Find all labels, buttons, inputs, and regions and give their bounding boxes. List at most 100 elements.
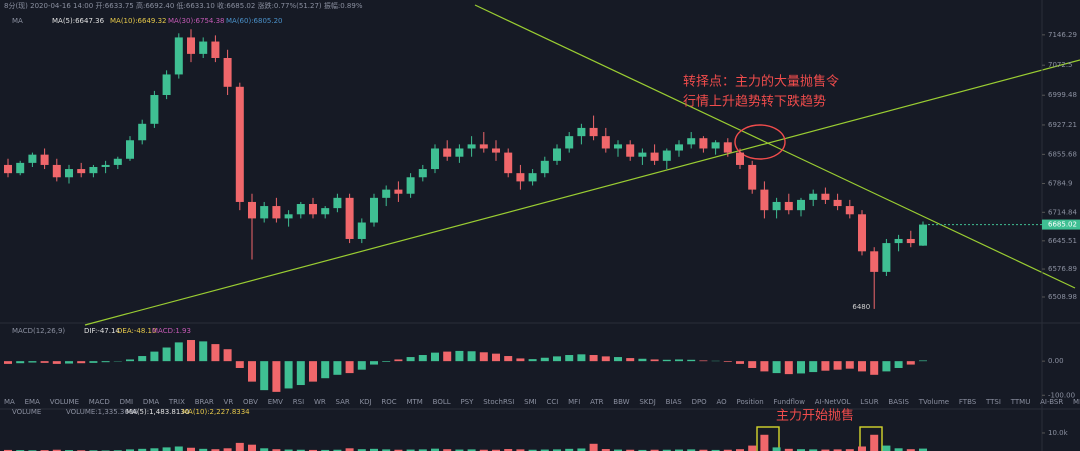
bar [577, 354, 586, 362]
candle-body [589, 127, 598, 137]
indicator-tab[interactable]: WR [314, 398, 326, 406]
indicator-tab[interactable]: BBW [613, 398, 629, 406]
bar [687, 359, 696, 362]
indicator-tab[interactable]: BIAS [666, 398, 683, 406]
y-tick-label: 7072.5 [1048, 61, 1073, 69]
indicator-tab[interactable]: DPO [692, 398, 708, 406]
bar [394, 449, 403, 451]
bar [882, 361, 891, 372]
indicator-tab[interactable]: MFI [568, 398, 580, 406]
indicator-tab[interactable]: PSY [460, 398, 474, 406]
y-tick-label: 6784.9 [1048, 179, 1073, 187]
macd-value: MACD:1.93 [152, 327, 191, 335]
bar [882, 445, 891, 451]
candle-body [467, 144, 476, 149]
indicator-tab[interactable]: TVolume [918, 398, 949, 406]
indicator-tab[interactable]: SMI [524, 398, 537, 406]
ma10: MA(10):6649.32 [110, 17, 167, 25]
bar [821, 449, 830, 451]
bar [333, 361, 342, 375]
bar [174, 446, 183, 451]
bar [467, 351, 476, 362]
indicator-tab[interactable]: EMV [268, 398, 283, 406]
indicator-tab[interactable]: VR [224, 398, 234, 406]
indicator-tab[interactable]: SAR [336, 398, 350, 406]
candle-body [174, 37, 183, 75]
bar [309, 449, 317, 451]
indicator-tab[interactable]: Position [736, 398, 763, 406]
indicator-tab[interactable]: VOLUME [50, 398, 79, 406]
bar [565, 448, 574, 451]
candle-body [345, 197, 354, 239]
bar [919, 360, 927, 362]
indicator-tab[interactable]: LSUR [860, 398, 878, 406]
candle-body [614, 144, 622, 149]
bar [357, 361, 366, 370]
bar [858, 446, 866, 451]
indicator-tab[interactable]: AI-BSR [1040, 398, 1063, 406]
candle-body [406, 177, 415, 194]
indicator-tab[interactable]: OBV [243, 398, 258, 406]
indicator-tab[interactable]: SKDJ [639, 398, 656, 406]
y-tick-label: 10.0k [1048, 429, 1069, 437]
candle-body [760, 189, 769, 211]
bar [4, 449, 12, 451]
bar [272, 361, 281, 392]
highlight-circle [734, 124, 786, 160]
indicator-tab[interactable]: MA [4, 398, 15, 406]
indicator-tab[interactable]: AO [716, 398, 727, 406]
bar [138, 448, 147, 451]
bar [260, 448, 269, 451]
y-tick-label: 6645.51 [1048, 237, 1077, 245]
bar [382, 361, 391, 362]
bar [504, 356, 513, 362]
indicator-tab[interactable]: KDJ [360, 398, 372, 406]
bar [736, 361, 744, 364]
indicator-tab[interactable]: EMA [25, 398, 40, 406]
candle-body [321, 208, 330, 215]
indicator-tab[interactable]: DMA [143, 398, 159, 406]
indicator-tab[interactable]: MTM [406, 398, 422, 406]
indicator-tab[interactable]: MACD [89, 398, 110, 406]
indicator-tab[interactable]: TTSI [985, 398, 1001, 406]
candle-body [52, 164, 61, 178]
indicator-tab[interactable]: CCI [547, 398, 559, 406]
bar [321, 449, 330, 451]
candle-body [162, 74, 171, 96]
bar [553, 356, 561, 362]
indicator-tab[interactable]: TRIX [168, 398, 185, 406]
bar [492, 353, 500, 362]
ma-label: MA [12, 17, 23, 25]
indicator-tab[interactable]: AI-NetVOL [815, 398, 851, 406]
macd-dea: DEA:-48.10 [117, 327, 156, 335]
indicator-tab[interactable]: MLR [1073, 398, 1080, 406]
candle-body [687, 138, 696, 145]
candle-body [675, 144, 683, 151]
indicator-tab[interactable]: RSI [293, 398, 304, 406]
bar [687, 449, 696, 451]
indicator-tab[interactable]: DMI [120, 398, 134, 406]
bar [797, 449, 805, 451]
bar [126, 449, 134, 451]
macd-title: MACD(12,26,9) [12, 327, 65, 335]
indicator-tab[interactable]: ATR [590, 398, 604, 406]
indicator-tab[interactable]: ROC [381, 398, 396, 406]
indicator-tab[interactable]: TTMU [1010, 398, 1031, 406]
indicator-tab[interactable]: BASIS [888, 398, 909, 406]
candle-body [357, 222, 366, 239]
bar [187, 340, 195, 362]
bar [150, 448, 159, 451]
bar [211, 344, 220, 362]
indicator-tab[interactable]: BOLL [433, 398, 451, 406]
indicator-tab[interactable]: StochRSI [483, 398, 514, 406]
bar [601, 449, 610, 451]
bar [589, 443, 598, 451]
bar [345, 361, 354, 374]
indicator-tab[interactable]: Fundflow [774, 398, 806, 406]
indicator-tab[interactable]: BRAR [195, 398, 214, 406]
candle-body [833, 199, 842, 207]
candle-body [821, 193, 830, 200]
bar [4, 361, 12, 364]
indicator-tab[interactable]: FTBS [959, 398, 977, 406]
bar [833, 449, 842, 451]
